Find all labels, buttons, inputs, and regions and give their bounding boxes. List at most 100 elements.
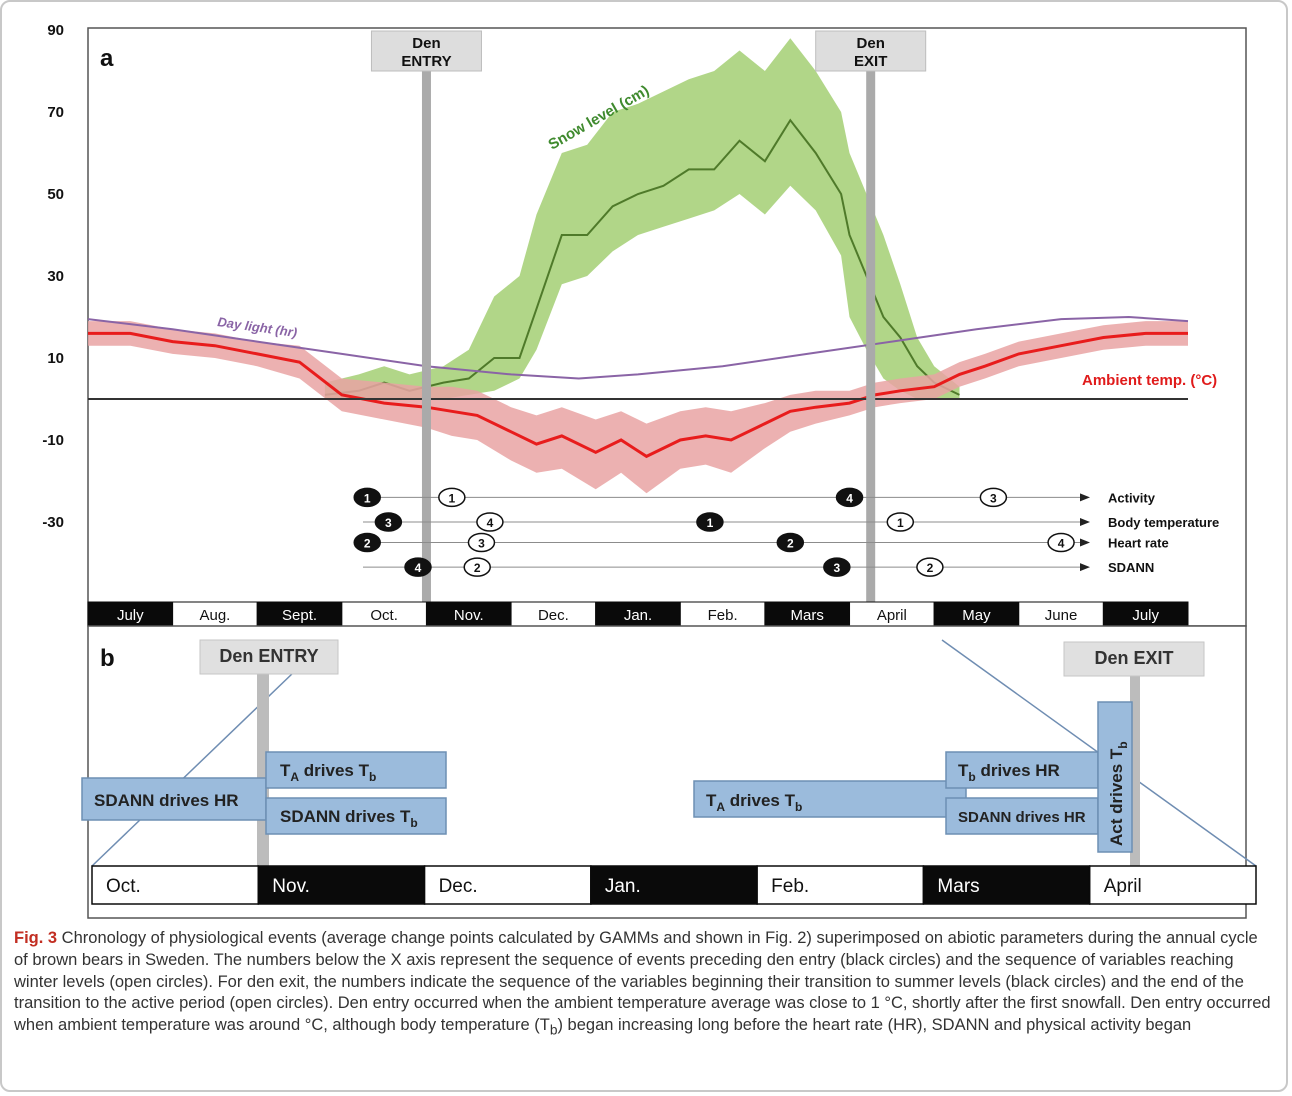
- month-label-a: Nov.: [454, 607, 484, 624]
- month-cell-b: [91, 865, 260, 905]
- month-label-a: Mars: [791, 607, 824, 624]
- caption-text-2: ) began increasing long before the heart…: [557, 1016, 1192, 1035]
- month-cell-a: [849, 601, 935, 627]
- driver-boxes: SDANN drives HR TA drives Tb SDANN drive…: [81, 701, 1133, 853]
- svg-text:Tb drives HR: Tb drives HR: [958, 761, 1060, 784]
- event-marker: [776, 532, 805, 553]
- event-marker-number: 4: [846, 491, 853, 505]
- caption-fig-label: Fig. 3: [14, 929, 58, 947]
- den-entry-bar: [421, 40, 431, 626]
- month-label-a: June: [1045, 607, 1078, 624]
- caption-subscript: b: [549, 1022, 558, 1038]
- box-ta-drives-tb-entry: TA drives Tb: [265, 751, 447, 789]
- month-label-b: Jan.: [605, 876, 641, 897]
- ambient-temp-annotation: Ambient temp. (°C): [1082, 372, 1217, 389]
- svg-text:SDANN drives HR: SDANN drives HR: [958, 809, 1086, 826]
- den-exit-bar-b: [1130, 668, 1140, 866]
- event-marker: [463, 557, 491, 577]
- ambient-temp-band: [88, 321, 1188, 494]
- y-tick-label: 30: [47, 268, 64, 285]
- event-marker: [374, 512, 403, 532]
- figure-caption: Fig. 3 Chronology of physiological event…: [14, 928, 1276, 1041]
- box-sdann-drives-hr-exit: SDANN drives HR: [945, 797, 1099, 835]
- y-tick-label: 70: [47, 104, 64, 121]
- svg-text:Act drives Tb: Act drives Tb: [1107, 741, 1130, 846]
- month-label-a: Aug.: [199, 607, 230, 624]
- month-label-b: April: [1104, 876, 1142, 897]
- event-marker-number: 1: [707, 516, 714, 530]
- event-marker-number: 3: [385, 516, 392, 530]
- den-exit-label-line2: EXIT: [854, 53, 887, 70]
- panel-a-label: a: [100, 45, 114, 72]
- event-row-label: Heart rate: [1108, 536, 1169, 551]
- event-marker-number: 3: [834, 561, 841, 575]
- event-marker-number: 1: [897, 516, 904, 530]
- month-cell-a: [1102, 601, 1189, 627]
- ambient-temp-layer: [88, 321, 1188, 494]
- event-marker-number: 2: [787, 537, 794, 551]
- month-label-b: Dec.: [439, 876, 478, 897]
- event-marker-number: 4: [415, 561, 422, 575]
- month-label-a: Jan.: [624, 607, 652, 624]
- den-entry-label-line2: ENTRY: [401, 53, 451, 70]
- month-cell-b: [257, 865, 426, 905]
- event-marker-number: 3: [478, 537, 485, 551]
- event-marker: [696, 512, 724, 532]
- month-cell-a: [256, 601, 343, 627]
- box-tb-drives-hr-exit: Tb drives HR: [945, 751, 1099, 789]
- month-label-b: Oct.: [106, 876, 141, 897]
- den-entry-tab-b: [199, 639, 339, 675]
- event-marker-number: 2: [927, 561, 934, 575]
- event-marker: [476, 512, 504, 532]
- month-cell-b: [423, 865, 592, 905]
- svg-text:TA drives Tb: TA drives Tb: [706, 791, 802, 814]
- month-cell-a: [425, 601, 512, 627]
- den-exit-label-b: Den EXIT: [1094, 648, 1173, 668]
- month-bar-b: Oct. Nov. Dec. Jan. Feb. Mars April: [91, 865, 1257, 905]
- event-marker: [404, 557, 432, 577]
- caption-text-1: Chronology of physiological events (aver…: [14, 929, 1271, 1035]
- event-marker: [353, 532, 381, 553]
- svg-text:SDANN drives Tb: SDANN drives Tb: [280, 807, 418, 830]
- y-tick-label: -30: [42, 514, 64, 531]
- event-marker: [1047, 532, 1075, 553]
- den-entry-label-b: Den ENTRY: [219, 646, 318, 666]
- month-cell-a: [764, 601, 851, 627]
- month-label-a: Dec.: [538, 607, 569, 624]
- den-exit-label-line1: Den: [857, 35, 885, 52]
- y-tick-label: 10: [47, 350, 64, 367]
- month-cell-b: [922, 865, 1091, 905]
- event-row-label: SDANN: [1108, 560, 1154, 575]
- den-entry-label: Den ENTRY: [370, 30, 482, 72]
- month-label-a: Feb.: [708, 607, 738, 624]
- svg-text:SDANN drives HR: SDANN drives HR: [94, 791, 239, 810]
- event-marker-number: 2: [474, 561, 481, 575]
- event-marker-number: 1: [449, 491, 456, 505]
- event-row-arrow: [1080, 563, 1090, 572]
- den-exit-bar: [866, 40, 876, 626]
- panel-b-label: b: [100, 645, 115, 672]
- month-label-a: May: [962, 607, 991, 624]
- ambient-temp-line: [88, 331, 1188, 459]
- event-marker: [835, 487, 864, 508]
- den-entry-label-line1: Den: [412, 35, 440, 52]
- month-label-b: Feb.: [771, 876, 809, 897]
- event-marker: [823, 557, 851, 577]
- month-label-b: Mars: [937, 876, 979, 897]
- event-marker: [467, 532, 496, 553]
- month-label-b: Nov.: [272, 876, 310, 897]
- y-axis-ticks: 90 70 50 30 10 -10 -30: [42, 22, 64, 531]
- event-row-arrow: [1080, 493, 1090, 502]
- event-marker-number: 4: [1058, 537, 1065, 551]
- event-marker: [438, 487, 466, 508]
- month-label-a: July: [117, 607, 144, 624]
- month-cell-b: [1088, 865, 1257, 905]
- event-marker-number: 1: [364, 491, 371, 505]
- box-ta-drives-tb-exit: TA drives Tb: [693, 780, 967, 818]
- event-marker: [353, 487, 381, 508]
- month-label-a: Sept.: [282, 607, 317, 624]
- event-row-label: Body temperature: [1108, 515, 1219, 530]
